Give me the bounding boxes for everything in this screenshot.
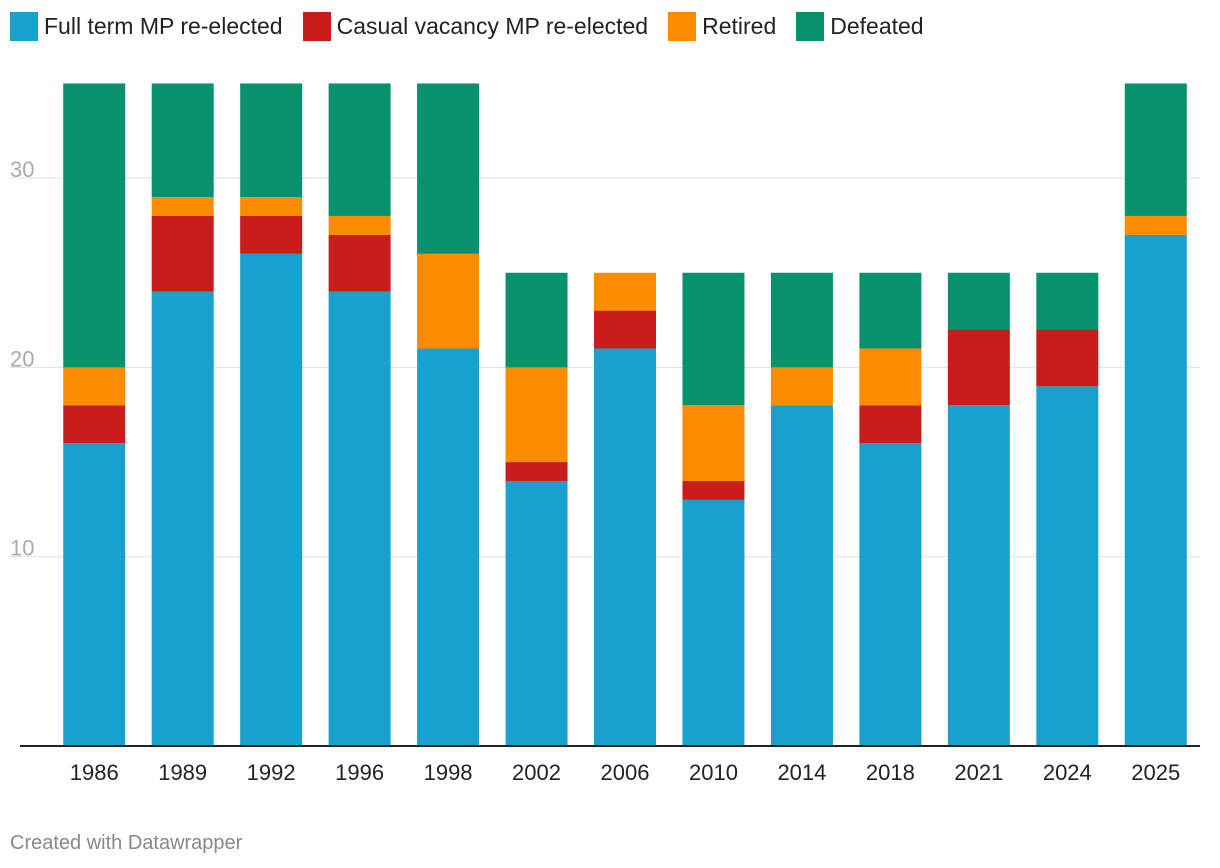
bar-1992-series-0 [240,253,303,746]
bar-2025-series-2 [1124,215,1187,235]
x-tick-label: 2014 [777,760,826,785]
bar-2010-series-3 [682,272,745,406]
bar-2018-series-1 [859,405,922,444]
bar-1996-series-1 [328,234,391,292]
x-tick-label: 1989 [158,760,207,785]
bar-1989-series-0 [151,291,214,746]
bar-1998-series-2 [417,253,480,349]
bar-2002-series-2 [505,367,568,463]
bar-1998-series-3 [417,83,480,254]
bar-2021-series-0 [947,405,1010,746]
bar-1986-series-3 [63,83,126,368]
bar-2010-series-0 [682,499,745,746]
bar-1989-series-2 [151,197,214,216]
bar-1989-series-1 [151,215,214,292]
legend-label: Retired [702,13,777,39]
bar-2002-series-0 [505,480,568,746]
bar-2024-series-0 [1036,386,1099,746]
legend-item-1: Casual vacancy MP re-elected [302,12,649,41]
stacked-bar-chart: 10 20 30 1986 1989 1992 1996 1998 2002 2006 2010 20… [10,83,1200,785]
bar-2014-series-2 [770,367,833,406]
bar-2018-series-0 [859,443,922,746]
x-tick-label: 2024 [1043,760,1092,785]
bar-2006-series-1 [594,310,656,349]
y-tick-label: 30 [10,157,34,182]
bar-2021-series-1 [947,329,1010,406]
bar-1986-series-0 [63,443,126,746]
x-tick-label: 2002 [512,760,561,785]
legend-item-0: Full term MP re-elected [10,12,283,41]
x-tick-label: 2021 [954,760,1003,785]
bar-1986-series-1 [63,405,126,444]
bar-1998-series-0 [417,348,480,746]
bar-2006-series-0 [594,348,656,746]
x-tick-label: 1986 [70,760,119,785]
bar-1992-series-1 [240,215,303,254]
legend-swatch [796,12,825,41]
bar-2010-series-2 [682,405,745,481]
x-tick-label: 2006 [601,760,650,785]
bar-1996-series-2 [328,215,391,235]
legend-label: Casual vacancy MP re-elected [336,13,649,39]
y-tick-label: 10 [10,536,34,561]
bar-2010-series-1 [682,480,745,500]
legend-label: Full term MP re-elected [44,13,283,39]
bar-2018-series-3 [859,272,922,349]
legend-swatch [668,12,697,41]
bar-1986-series-2 [63,367,126,406]
bar-2002-series-3 [505,272,568,368]
legend-label: Defeated [830,13,924,39]
bar-2024-series-3 [1036,272,1099,330]
bar-1996-series-0 [328,291,391,746]
x-tick-label: 2018 [866,760,915,785]
bar-2025-series-3 [1124,83,1187,216]
x-tick-label: 1996 [335,760,384,785]
y-tick-label: 20 [10,346,34,371]
x-tick-label: 2010 [689,760,738,785]
bar-2024-series-1 [1036,329,1099,387]
bar-2018-series-2 [859,348,922,406]
legend-item-2: Retired [668,12,776,41]
bar-1992-series-3 [240,83,303,198]
legend-swatch [302,12,331,41]
legend-item-3: Defeated [796,12,924,41]
datawrapper-credit: Created with Datawrapper [10,832,243,854]
bar-2002-series-1 [505,462,568,481]
legend-swatch [10,12,38,41]
bar-2006-series-2 [594,272,656,311]
bar-2014-series-3 [770,272,833,368]
bar-2014-series-0 [770,405,833,746]
x-tick-label: 2025 [1131,760,1180,785]
x-tick-label: 1992 [247,760,296,785]
x-tick-label: 1998 [424,760,473,785]
bar-1996-series-3 [328,83,391,216]
bar-2021-series-3 [947,272,1010,330]
bar-1992-series-2 [240,197,303,216]
bar-2025-series-0 [1124,234,1187,746]
chart-legend: Full term MP re-elected Casual vacancy MP… [10,12,944,41]
bar-1989-series-3 [151,83,214,198]
